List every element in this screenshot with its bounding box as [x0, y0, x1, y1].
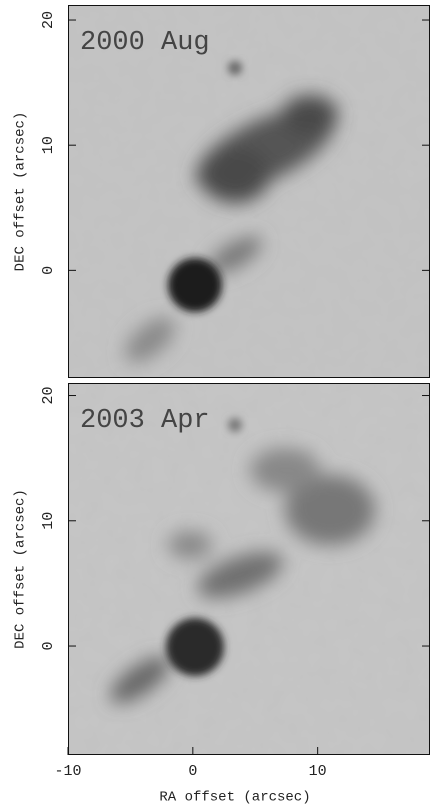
y-tick-label: 10	[40, 512, 57, 530]
y-tick-label: 10	[40, 136, 57, 154]
x-tick-label: 10	[309, 763, 327, 780]
panel-annotation: 2003 Apr	[80, 406, 210, 436]
x-tick-label: 0	[188, 763, 197, 780]
x-axis-label: RA offset (arcsec)	[159, 790, 310, 806]
y-tick-label: 0	[40, 642, 57, 651]
y-tick-label: 20	[40, 11, 57, 29]
panel-annotation: 2000 Aug	[80, 28, 210, 58]
image-panel	[68, 5, 430, 378]
y-tick-label: 20	[40, 387, 57, 405]
y-axis-label: DEC offset (arcsec)	[13, 489, 29, 649]
image-panel	[68, 383, 430, 755]
x-tick-label: -10	[54, 763, 81, 780]
y-axis-label: DEC offset (arcsec)	[13, 112, 29, 272]
y-tick-label: 0	[40, 266, 57, 275]
